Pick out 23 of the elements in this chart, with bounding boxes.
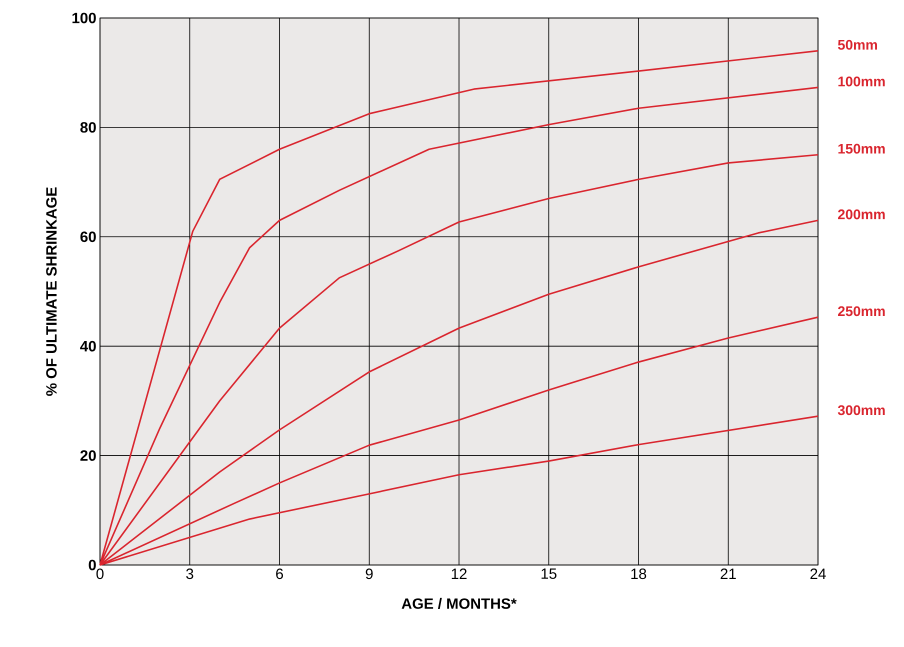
y-tick-label: 40 <box>80 340 96 352</box>
y-tick-label: 0 <box>88 560 96 570</box>
y-tick-label: 100 <box>72 12 96 24</box>
y-tick-label: 20 <box>80 450 96 461</box>
series-label: 150mm <box>838 144 885 154</box>
x-tick-label: 6 <box>276 568 284 580</box>
x-tick-label: 0 <box>96 568 104 580</box>
x-tick-label: 15 <box>542 568 556 579</box>
x-tick-label: 24 <box>810 568 826 579</box>
series-label: 50mm <box>838 40 877 50</box>
x-tick-label: 3 <box>186 568 194 580</box>
y-tick-label: 60 <box>80 231 96 242</box>
x-tick-label: 12 <box>452 568 467 579</box>
x-axis-title: AGE / MONTHS* <box>402 598 517 610</box>
x-tick-label: 18 <box>631 568 646 580</box>
series-label: 100mm <box>838 76 885 86</box>
x-tick-label: 21 <box>720 568 736 579</box>
series-label: 200mm <box>838 209 885 220</box>
series-label: 250mm <box>838 306 885 316</box>
y-axis-title: % OF ULTIMATE SHRINKAGE <box>46 187 57 396</box>
y-tick-label: 80 <box>80 122 96 133</box>
x-tick-label: 9 <box>366 568 373 580</box>
series-label: 300mm <box>838 405 885 416</box>
